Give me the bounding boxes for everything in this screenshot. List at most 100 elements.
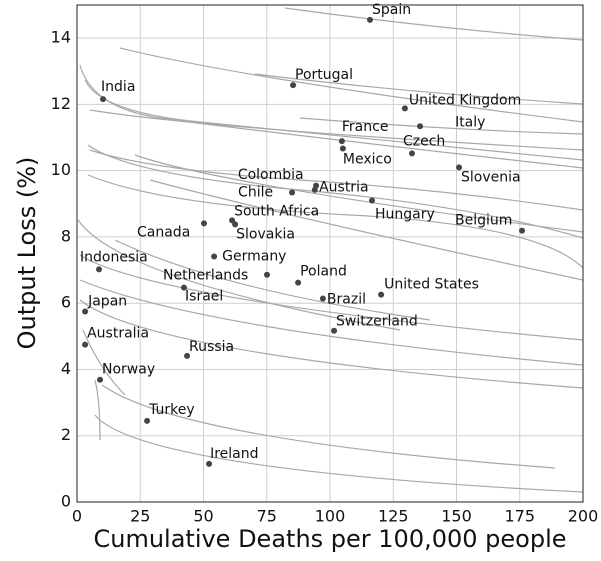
point [206,460,213,467]
point [339,145,346,152]
point [295,279,302,286]
x-tick-label: 175 [504,507,535,526]
point-label: Brazil [327,292,366,308]
point-label: Norway [102,362,155,378]
point-label: Portugal [295,67,353,83]
point [184,352,191,359]
curve [254,73,583,105]
point-label: Israel [185,289,223,305]
point [201,220,208,227]
point-label: United States [384,277,479,293]
point [232,221,239,228]
point [144,417,151,424]
point-label: Italy [455,114,485,130]
point [408,150,415,157]
point-label: Colombia [238,167,304,183]
point-label: Russia [189,339,234,355]
curve [94,379,101,441]
curve [82,329,126,396]
y-tick-label: 2 [61,425,71,444]
x-tick-label: 200 [568,507,599,526]
curve [101,384,556,469]
point-label: Netherlands [163,268,248,284]
x-tick-label: 50 [193,507,213,526]
y-tick-label: 14 [51,28,71,47]
point [417,123,424,130]
x-tick-label: 125 [378,507,409,526]
point-label: Switzerland [336,314,418,330]
point-label: South Africa [234,203,319,219]
y-tick-label: 4 [61,359,71,378]
point-label: United Kingdom [409,92,521,108]
marks: Spain Portugal India United Kingdom Italy Fra… [80,2,526,467]
point-label: Turkey [148,402,195,418]
y-tick-label: 6 [61,293,71,312]
curves [77,7,583,493]
curve [94,414,583,493]
point [338,138,345,145]
point [181,284,188,291]
curve [134,154,583,233]
curve [84,79,583,161]
curve [79,254,583,341]
point [368,197,375,204]
plot-frame [76,4,584,503]
point [289,189,296,196]
point-label: Slovenia [461,169,521,185]
x-tick-label: 75 [257,507,277,526]
point [331,327,338,334]
point-label: Ireland [210,446,258,462]
point-label: Hungary [375,206,435,222]
point [264,271,271,278]
point-label: Poland [300,264,347,280]
point [82,308,89,315]
curve [284,7,583,41]
curve [87,174,583,269]
point-label: Belgium [455,213,512,229]
curve [149,179,583,281]
point-label: Chile [238,185,273,201]
point [519,227,526,234]
y-axis-title: Output Loss (%) [13,157,41,350]
point-label: Indonesia [80,249,148,265]
point-label: Canada [137,224,190,240]
curve [79,299,583,389]
point [211,253,218,260]
curve [299,117,583,135]
x-axis-title: Cumulative Deaths per 100,000 people [93,525,566,553]
point-label: France [342,119,389,135]
point [313,182,320,189]
point-label: India [101,79,135,95]
curve [119,47,583,123]
point-label: Spain [372,2,411,18]
point-label: Slovakia [236,226,295,242]
y-tick-label: 10 [51,160,71,179]
point [319,295,326,302]
point [82,341,89,348]
x-tick-label: 0 [72,507,82,526]
point [290,82,297,89]
y-tick-label: 12 [51,94,71,113]
y-tick-label: 0 [61,492,71,511]
point [100,96,107,103]
point-label: Mexico [343,151,392,167]
point [456,164,463,171]
point [366,16,373,23]
point-label: Japan [87,293,127,309]
curve [79,279,583,366]
point-label: Austria [319,180,368,196]
point-label: Czech [403,133,445,149]
x-tick-label: 150 [441,507,472,526]
point [97,376,104,383]
point [378,291,385,298]
curve [114,239,431,321]
curve [87,144,583,239]
point [401,105,408,112]
x-tick-label: 100 [315,507,346,526]
point-label: Australia [87,326,149,342]
curve [89,109,583,151]
curve [89,149,583,211]
point-label: Germany [222,248,286,264]
curve [77,219,401,331]
